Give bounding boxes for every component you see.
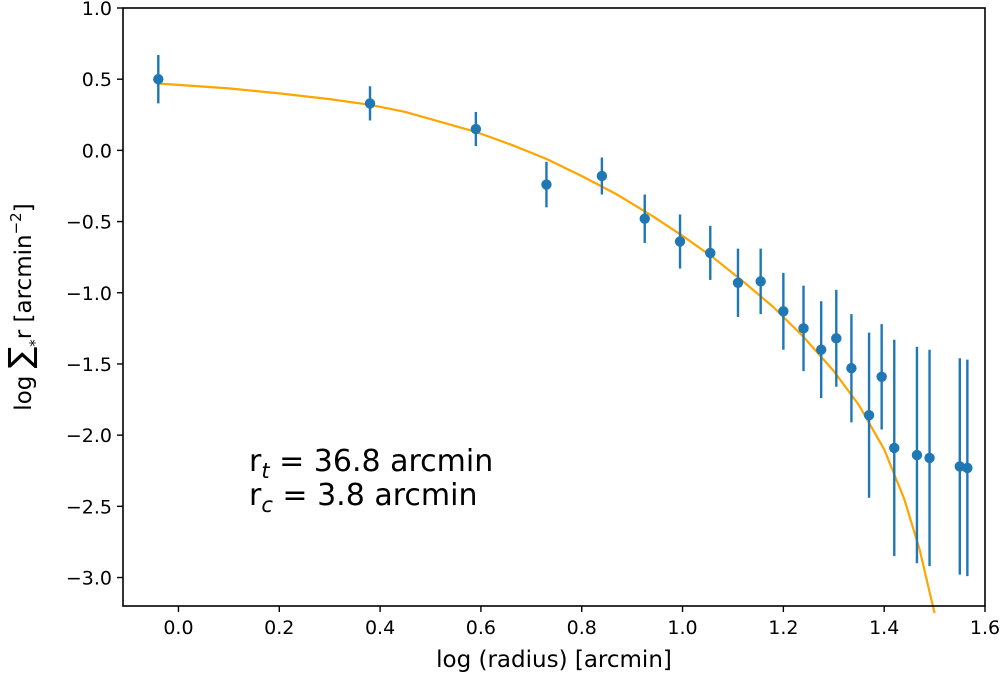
y-tick-label: 0.0 xyxy=(82,140,112,162)
annotation-rc-symbol: r xyxy=(249,478,262,513)
data-point xyxy=(470,123,482,135)
y-tick-label: −1.5 xyxy=(66,354,112,376)
annotation-rc-text: = 3.8 arcmin xyxy=(273,478,478,513)
data-point xyxy=(778,306,789,317)
data-point xyxy=(962,462,973,474)
data-point xyxy=(732,277,744,288)
x-tick-label: 1.2 xyxy=(768,617,798,639)
data-point xyxy=(831,333,842,344)
x-axis-label: log (radius) [arcmin] xyxy=(436,647,672,673)
x-tick-label: 0.6 xyxy=(466,617,496,639)
x-tick-label: 1.4 xyxy=(869,617,899,639)
y-axis-label-prefix: log xyxy=(11,368,37,410)
annotation-rc: rc = 3.8 arcmin xyxy=(249,478,477,517)
data-point xyxy=(924,452,935,464)
y-axis-label-exponent: −2 xyxy=(7,212,25,234)
y-tick-label: 0.5 xyxy=(82,69,112,91)
data-point xyxy=(674,236,686,247)
points-layer xyxy=(153,54,973,577)
y-tick-label: 1.0 xyxy=(82,0,112,20)
data-point xyxy=(876,371,887,382)
data-point xyxy=(153,73,164,85)
x-tick-label: 0.8 xyxy=(567,617,597,639)
y-tick-label: −3.0 xyxy=(66,568,112,590)
data-point xyxy=(798,323,809,334)
data-point xyxy=(639,213,650,224)
data-point xyxy=(815,344,827,355)
y-tick-label: −0.5 xyxy=(66,212,112,234)
y-tick-label: −2.5 xyxy=(66,496,112,518)
annotation-rt: rt = 36.8 arcmin xyxy=(249,444,493,483)
data-point xyxy=(541,179,552,190)
y-axis-label-sigma: ∑ xyxy=(1,347,39,369)
x-axis-ticks: 0.0 0.2 0.4 0.6 0.8 1.0 1.2 1.4 1.6 xyxy=(163,606,1000,639)
data-point xyxy=(846,363,857,374)
y-tick-label: −1.0 xyxy=(66,283,112,305)
y-axis-label-close: ] xyxy=(11,203,37,212)
x-tick-label: 0.2 xyxy=(264,617,294,639)
data-point xyxy=(911,449,923,461)
annotation-rt-text: = 36.8 arcmin xyxy=(270,444,494,479)
y-tick-label: −2.0 xyxy=(66,425,112,447)
data-point xyxy=(364,98,376,109)
y-axis-ticks: 1.0 0.5 0.0 −0.5 −1.0 −1.5 −2.0 −2.5 −3.0 xyxy=(66,0,123,590)
y-axis-label-symbol: r xyxy=(11,329,37,339)
x-tick-label: 1.6 xyxy=(970,617,1000,639)
data-point xyxy=(705,247,716,259)
annotation-rt-symbol: r xyxy=(249,444,262,479)
x-tick-label: 1.0 xyxy=(667,617,697,639)
data-point xyxy=(889,442,900,454)
data-point xyxy=(863,410,875,421)
plot-frame xyxy=(122,7,986,607)
y-axis-label-sub: * xyxy=(26,339,44,347)
annotation-rc-sub: c xyxy=(261,493,273,517)
annotation-rt-sub: t xyxy=(261,459,270,483)
y-axis-label-unit: [arcmin xyxy=(11,234,37,329)
x-tick-label: 0.0 xyxy=(163,617,193,639)
data-point xyxy=(596,170,608,182)
x-tick-label: 0.4 xyxy=(365,617,395,639)
data-point xyxy=(755,276,766,287)
y-axis-label: log ∑*r [arcmin−2] xyxy=(1,203,44,410)
